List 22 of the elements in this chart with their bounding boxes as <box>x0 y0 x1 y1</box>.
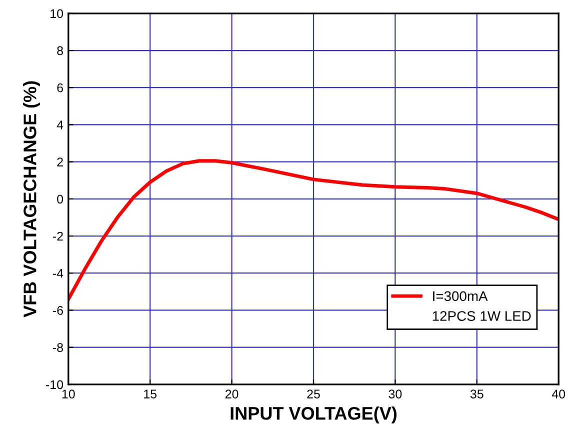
x-tick-label: 20 <box>225 390 238 398</box>
annotation: 12PCS 1W LED <box>432 311 531 321</box>
x-tick-label: 40 <box>552 390 566 398</box>
y-tick-label: -8 <box>52 343 63 352</box>
legend-label: I=300mA <box>433 291 488 302</box>
x-axis-title: INPUT VOLTAGE(V) <box>230 406 397 424</box>
y-tick-label: -2 <box>52 232 63 241</box>
x-tick-label: 15 <box>144 390 157 398</box>
x-tick-label: 25 <box>307 390 320 398</box>
y-tick-label: 2 <box>57 158 63 166</box>
y-tick-label: -6 <box>52 306 63 315</box>
y-tick-label: 4 <box>56 120 64 130</box>
y-tick-label: -4 <box>52 269 64 278</box>
x-tick-label: 35 <box>470 390 484 398</box>
y-tick-label: 0 <box>57 194 64 204</box>
line-series <box>68 159 559 301</box>
y-axis-title: VFB VOLTAGECHANGE (%) <box>23 81 40 318</box>
x-tick-label: 30 <box>388 390 402 398</box>
y-tick-label: -10 <box>46 380 64 390</box>
y-tick-label: 8 <box>57 46 63 56</box>
y-tick-label: 10 <box>50 9 64 18</box>
y-tick-label: 6 <box>57 83 63 92</box>
